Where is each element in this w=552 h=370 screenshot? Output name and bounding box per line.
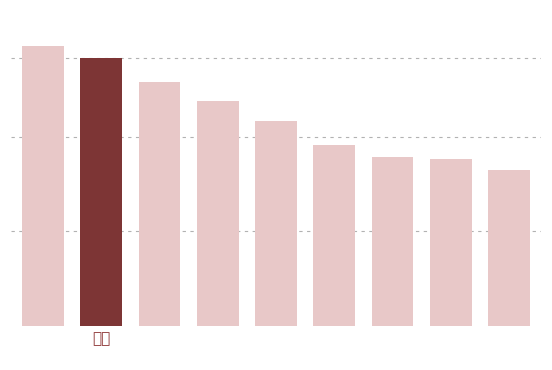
Bar bbox=[139, 82, 181, 326]
Bar bbox=[22, 46, 64, 326]
Bar bbox=[197, 101, 238, 326]
Bar bbox=[488, 170, 530, 326]
Bar bbox=[371, 157, 413, 326]
Bar bbox=[314, 145, 355, 326]
Bar bbox=[255, 121, 297, 326]
Bar bbox=[81, 58, 122, 326]
Bar bbox=[430, 159, 471, 326]
